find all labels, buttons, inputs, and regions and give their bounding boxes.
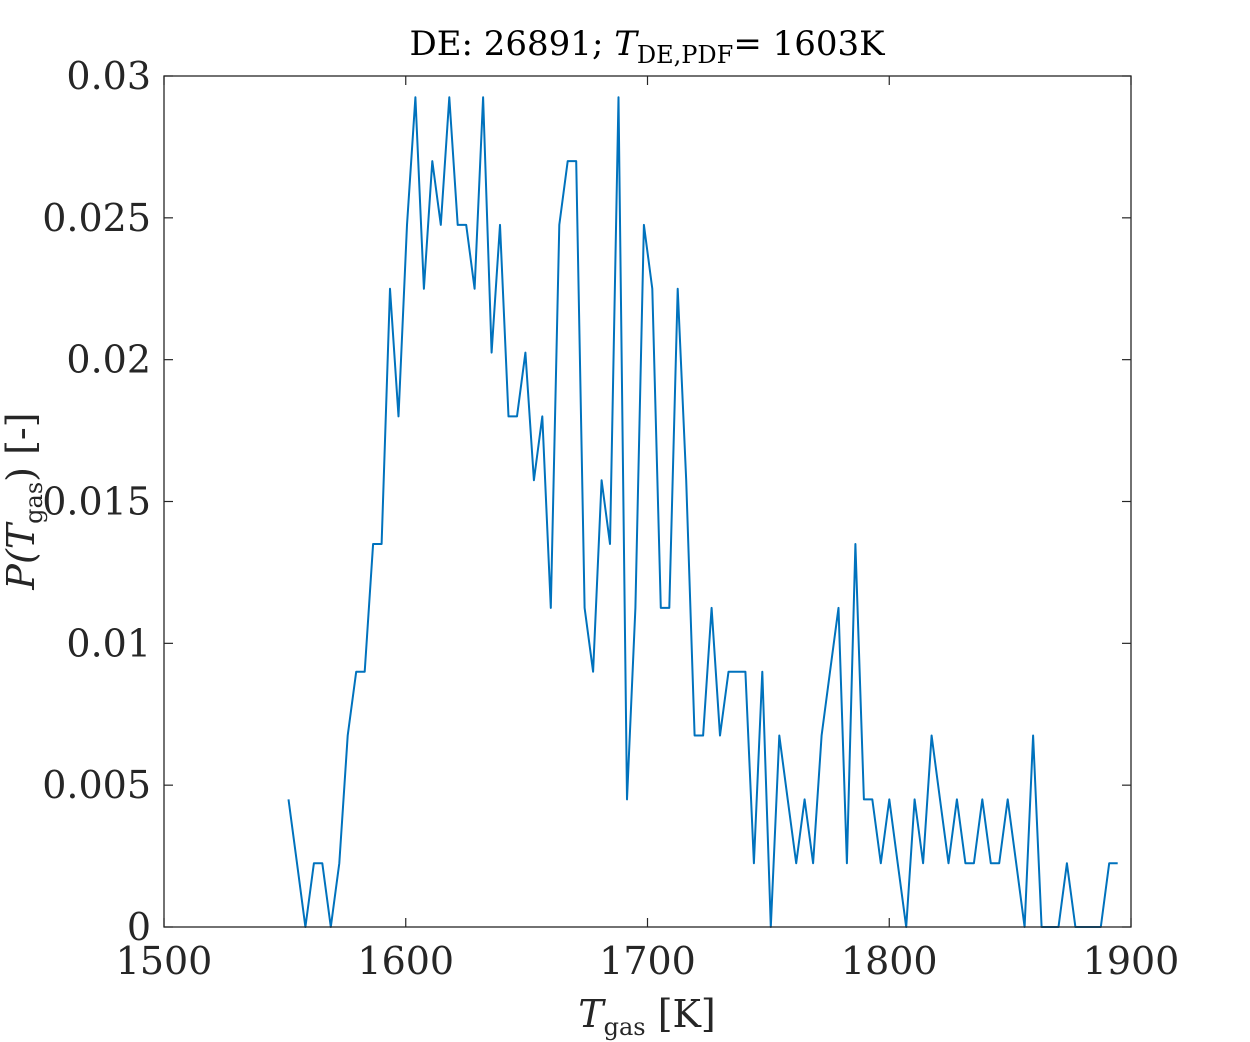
x-tick-label: 1800 <box>841 939 938 983</box>
axes-box <box>163 75 1132 928</box>
y-tick-label: 0 <box>127 905 151 949</box>
x-tick-labels: 1500 1600 1700 1800 1900 <box>116 939 1180 983</box>
y-tick-label: 0.015 <box>42 480 151 524</box>
y-tick-label: 0.025 <box>42 196 151 240</box>
x-tick-label: 1700 <box>599 939 696 983</box>
x-tick-label: 1500 <box>116 939 213 983</box>
x-tick-label: 1900 <box>1083 939 1180 983</box>
y-axis-label: P(Tgas) [-] <box>0 412 48 590</box>
x-tick-label: 1600 <box>357 939 454 983</box>
x-axis-label: Tgas [K] <box>578 992 715 1041</box>
series-line-0 <box>287 96 1118 928</box>
chart-title: DE: 26891; TDE,PDF= 1603K <box>409 24 885 69</box>
y-tick-label: 0.03 <box>66 54 151 98</box>
y-tick-label: 0.01 <box>66 621 151 665</box>
plot-area <box>164 76 1131 927</box>
y-tick-label: 0.005 <box>42 763 151 807</box>
series-layer <box>287 96 1118 928</box>
y-tick-labels: 0 0.005 0.01 0.015 0.02 0.025 0.03 <box>42 54 151 949</box>
y-tick-label: 0.02 <box>66 338 151 382</box>
